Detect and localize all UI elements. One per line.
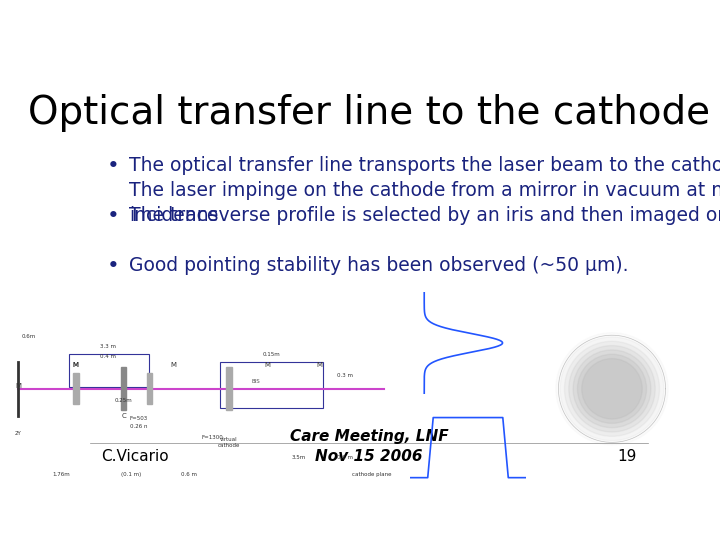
Text: 1.76m: 1.76m bbox=[52, 472, 70, 477]
Text: M: M bbox=[73, 362, 78, 368]
Text: Good pointing stability has been observed (~50 μm).: Good pointing stability has been observe… bbox=[129, 256, 629, 275]
Text: 0.6m: 0.6m bbox=[22, 334, 36, 339]
Text: C: C bbox=[121, 413, 126, 419]
Text: 3.3 m: 3.3 m bbox=[101, 344, 117, 349]
Circle shape bbox=[560, 337, 664, 441]
Text: 0.25m: 0.25m bbox=[114, 399, 132, 403]
Text: M: M bbox=[171, 362, 177, 368]
Bar bbox=[122, 367, 126, 410]
Text: M: M bbox=[15, 383, 22, 389]
Bar bbox=[147, 373, 153, 404]
Text: The transverse profile is selected by an iris and then imaged on the cathode.: The transverse profile is selected by an… bbox=[129, 206, 720, 225]
Circle shape bbox=[573, 350, 651, 428]
Text: The optical transfer line transports the laser beam to the cathode 10 m away.
Th: The optical transfer line transports the… bbox=[129, 156, 720, 225]
Text: BIS: BIS bbox=[251, 379, 260, 384]
Text: 0.6 m: 0.6 m bbox=[337, 455, 353, 460]
Text: 2Y: 2Y bbox=[15, 431, 22, 436]
Text: 0.4 m: 0.4 m bbox=[101, 354, 117, 359]
Text: M: M bbox=[264, 362, 270, 368]
Text: F=1300: F=1300 bbox=[202, 435, 224, 440]
Text: C.Vicario: C.Vicario bbox=[101, 449, 168, 464]
Text: 0.26 n: 0.26 n bbox=[130, 424, 148, 429]
Circle shape bbox=[582, 359, 642, 419]
Text: M: M bbox=[317, 362, 323, 368]
Circle shape bbox=[564, 341, 660, 436]
Text: (0.1 m): (0.1 m) bbox=[121, 472, 141, 477]
Text: Care Meeting, LNF
Nov 15 2006: Care Meeting, LNF Nov 15 2006 bbox=[289, 429, 449, 464]
Text: virtual
cathode: virtual cathode bbox=[218, 437, 240, 448]
Text: 0.15m: 0.15m bbox=[262, 352, 280, 357]
Text: M: M bbox=[73, 362, 78, 368]
Text: 0.3 m: 0.3 m bbox=[337, 373, 353, 378]
Bar bbox=[73, 373, 78, 404]
Text: cathode plane: cathode plane bbox=[352, 472, 392, 477]
Circle shape bbox=[569, 346, 655, 432]
Text: F=503: F=503 bbox=[130, 416, 148, 421]
Text: 0.6 m: 0.6 m bbox=[181, 472, 197, 477]
Text: •: • bbox=[107, 256, 120, 276]
Text: •: • bbox=[107, 206, 120, 226]
Text: 3.5m: 3.5m bbox=[291, 455, 305, 460]
Text: 19: 19 bbox=[618, 449, 637, 464]
Text: Optical transfer line to the cathode: Optical transfer line to the cathode bbox=[28, 94, 710, 132]
Text: •: • bbox=[107, 156, 120, 176]
Circle shape bbox=[577, 354, 647, 423]
Bar bbox=[226, 367, 232, 410]
